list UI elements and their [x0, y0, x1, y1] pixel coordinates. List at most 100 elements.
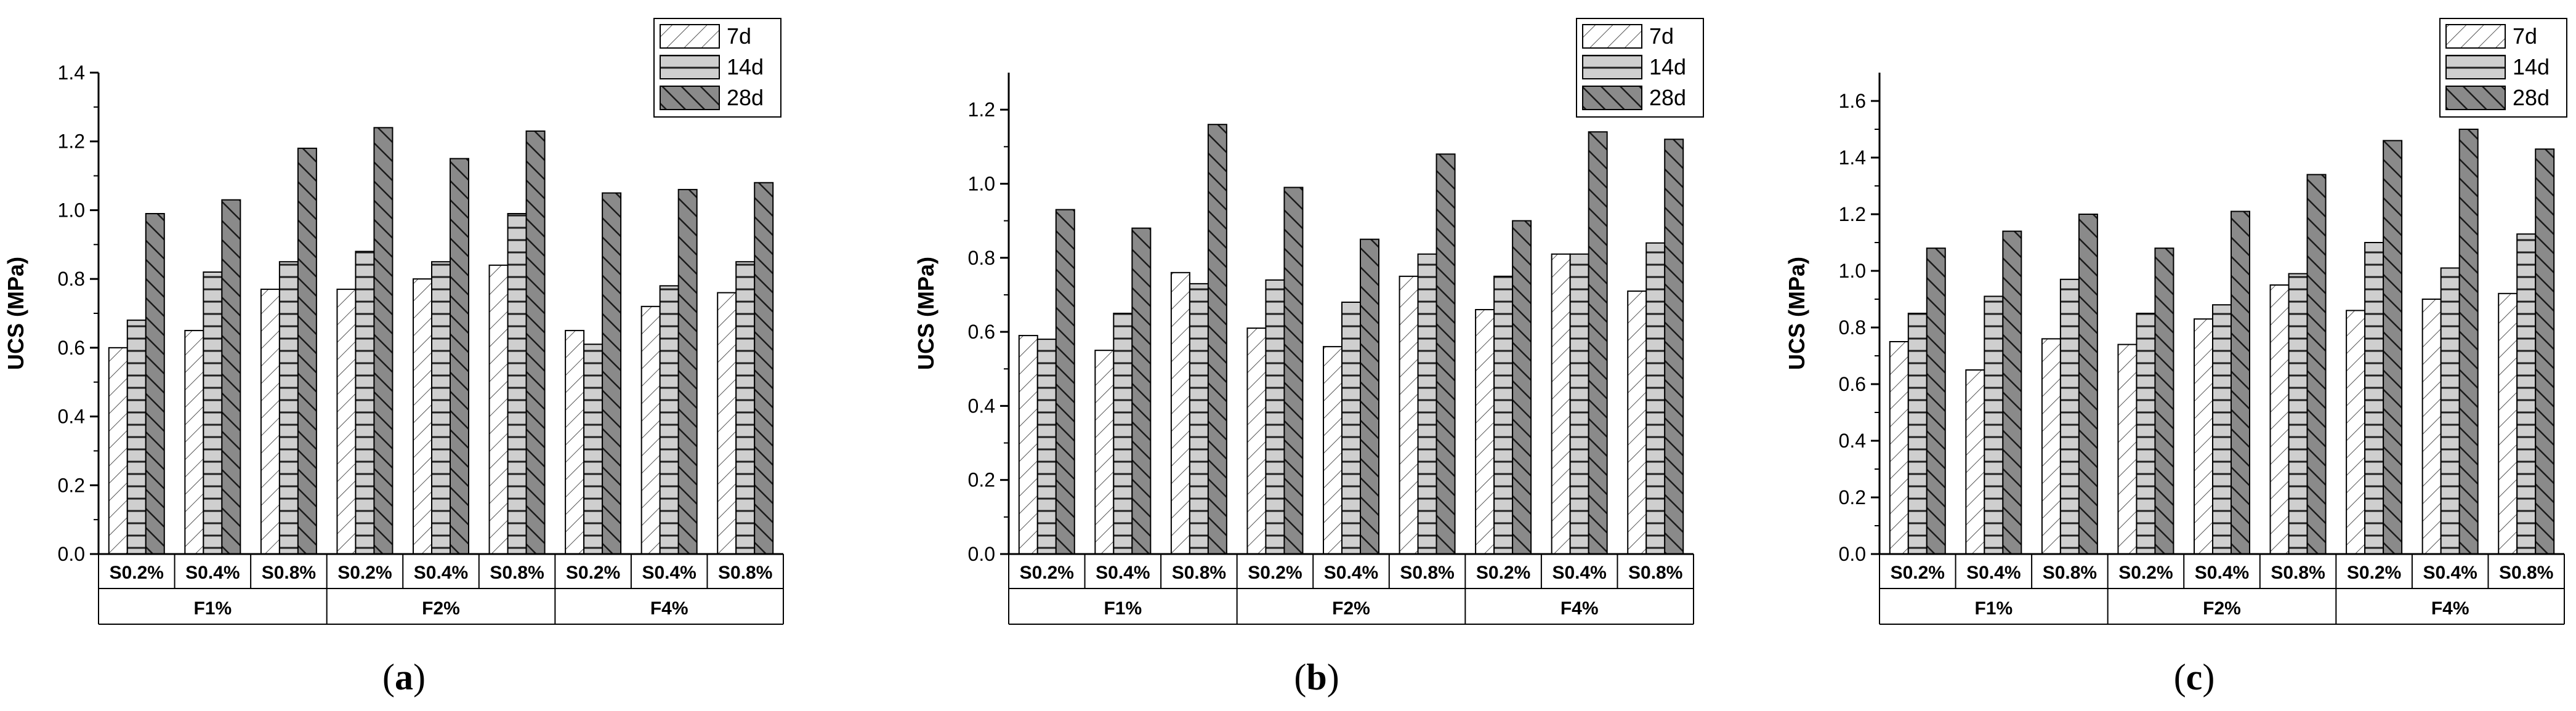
- panel-label-open-paren: (: [2174, 657, 2186, 697]
- y-tick-label: 0.8: [58, 268, 85, 290]
- y-tick-label: 1.0: [58, 199, 85, 221]
- bar-7d-7: [565, 329, 585, 555]
- y-tick-label: 1.0: [1839, 260, 1866, 282]
- bar-28d-6: [1435, 153, 1456, 555]
- y-tick-label: 0.6: [968, 321, 995, 343]
- bar-14d-3: [1189, 283, 1209, 555]
- legend-label: 14d: [1649, 54, 1686, 79]
- x-category-label: S0.2%: [110, 563, 164, 583]
- bar-14d-4: [1265, 279, 1285, 555]
- y-tick-label: 0.6: [1839, 373, 1866, 395]
- y-tick-label: 1.4: [1839, 147, 1866, 169]
- bar-14d-1: [1036, 339, 1057, 555]
- y-axis-label: UCS (MPa): [1784, 257, 1809, 370]
- legend-swatch-7d: [2445, 24, 2506, 49]
- bar-14d-3: [2059, 278, 2080, 555]
- bar-7d-5: [2194, 318, 2213, 555]
- x-category-label: S0.2%: [1891, 563, 1945, 583]
- x-group-label: F1%: [1974, 598, 2013, 619]
- legend-label: 7d: [2513, 23, 2537, 49]
- bar-14d-5: [2212, 304, 2232, 555]
- bar-28d-3: [2078, 214, 2098, 555]
- bar-28d-5: [450, 158, 469, 555]
- y-tick-label: 0.0: [968, 543, 995, 565]
- x-category-label: S0.8%: [1172, 563, 1226, 583]
- bar-7d-4: [1246, 327, 1267, 555]
- x-category-label: S0.4%: [2195, 563, 2249, 583]
- x-category-label: S0.8%: [490, 563, 544, 583]
- legend-swatch-14d: [660, 55, 720, 79]
- bar-28d-7: [1512, 220, 1532, 555]
- x-category-label: S0.8%: [718, 563, 772, 583]
- bar-14d-7: [2364, 242, 2384, 555]
- bar-28d-4: [2154, 247, 2174, 555]
- legend-swatch-28d: [1582, 86, 1642, 110]
- legend-label: 14d: [727, 54, 764, 79]
- bar-14d-9: [1645, 242, 1666, 555]
- bar-14d-8: [2440, 267, 2460, 555]
- legend-swatch-14d: [1582, 55, 1642, 79]
- panel-label: (a): [382, 657, 426, 697]
- bar-28d-9: [2535, 148, 2555, 555]
- bar-14d-2: [1984, 295, 2004, 555]
- panel-label-close-paren: ): [1327, 657, 1339, 697]
- legend-label: 28d: [2513, 85, 2550, 110]
- bar-28d-8: [1588, 131, 1608, 555]
- bar-28d-1: [1055, 209, 1075, 555]
- panel-letter: c: [2186, 657, 2203, 697]
- bar-7d-1: [108, 347, 128, 555]
- x-category-label: S0.4%: [1552, 563, 1606, 583]
- y-tick-label: 0.4: [58, 406, 85, 428]
- y-tick-label: 0.0: [58, 543, 85, 565]
- bar-28d-8: [2458, 129, 2479, 555]
- x-category-label: S0.4%: [642, 563, 696, 583]
- x-category-label: S0.2%: [1020, 563, 1074, 583]
- x-group-label: F1%: [193, 598, 232, 619]
- x-category-label: S0.8%: [1400, 563, 1454, 583]
- y-tick-label: 0.6: [58, 337, 85, 359]
- bar-7d-6: [2269, 284, 2290, 555]
- x-category-label: S0.4%: [414, 563, 468, 583]
- y-axis-label: UCS (MPa): [3, 257, 28, 370]
- legend: 7d 14d 28d: [2439, 18, 2567, 118]
- bar-28d-9: [1664, 139, 1684, 555]
- panel-letter: a: [395, 657, 413, 697]
- y-tick-label: 1.0: [968, 172, 995, 195]
- bar-7d-3: [2041, 338, 2061, 555]
- bar-14d-8: [1569, 253, 1589, 555]
- legend-swatch-14d: [2445, 55, 2506, 79]
- charts-layer: 0.0 0.2 0.4 0.6 0.8 1.0 1.2 1.4 UCS (MPa) S0.2% S0…: [3, 18, 2567, 697]
- bar-14d-6: [507, 213, 527, 555]
- legend-label: 28d: [1649, 85, 1686, 110]
- bar-14d-2: [1113, 313, 1133, 555]
- bar-7d-1: [1018, 335, 1038, 555]
- legend-swatch-7d: [1582, 24, 1642, 49]
- bar-7d-9: [2498, 292, 2518, 555]
- chart-panel-b: 0.0 0.2 0.4 0.6 0.8 1.0 1.2 UCS (MPa) S0.2% S0.4%…: [913, 18, 1704, 625]
- bar-7d-2: [1965, 369, 1985, 555]
- y-tick-label: 0.8: [1839, 316, 1866, 339]
- chart-panel-a: 0.0 0.2 0.4 0.6 0.8 1.0 1.2 1.4 UCS (MPa) S0.2% S0…: [3, 18, 784, 625]
- bar-7d-2: [184, 329, 204, 555]
- bar-14d-2: [203, 271, 223, 555]
- legend-label: 14d: [2513, 54, 2550, 79]
- x-group-label: F2%: [2203, 598, 2241, 619]
- bar-14d-9: [2516, 233, 2537, 555]
- y-axis-label: UCS (MPa): [913, 257, 939, 370]
- bar-7d-3: [260, 288, 280, 555]
- bar-28d-5: [2231, 211, 2250, 555]
- legend: 7d 14d 28d: [653, 18, 781, 118]
- bar-14d-9: [735, 261, 756, 555]
- bar-7d-8: [1551, 253, 1571, 555]
- bar-28d-4: [373, 127, 394, 555]
- x-group-label: F4%: [1561, 598, 1599, 619]
- bar-28d-2: [221, 199, 241, 555]
- panel-letter: b: [1306, 657, 1326, 697]
- bar-28d-6: [2306, 174, 2327, 555]
- x-category-label: S0.4%: [1324, 563, 1378, 583]
- bar-28d-1: [1926, 247, 1946, 555]
- y-tick-label: 0.4: [1839, 430, 1866, 452]
- bar-14d-1: [126, 319, 147, 555]
- x-category-label: S0.4%: [1966, 563, 2021, 583]
